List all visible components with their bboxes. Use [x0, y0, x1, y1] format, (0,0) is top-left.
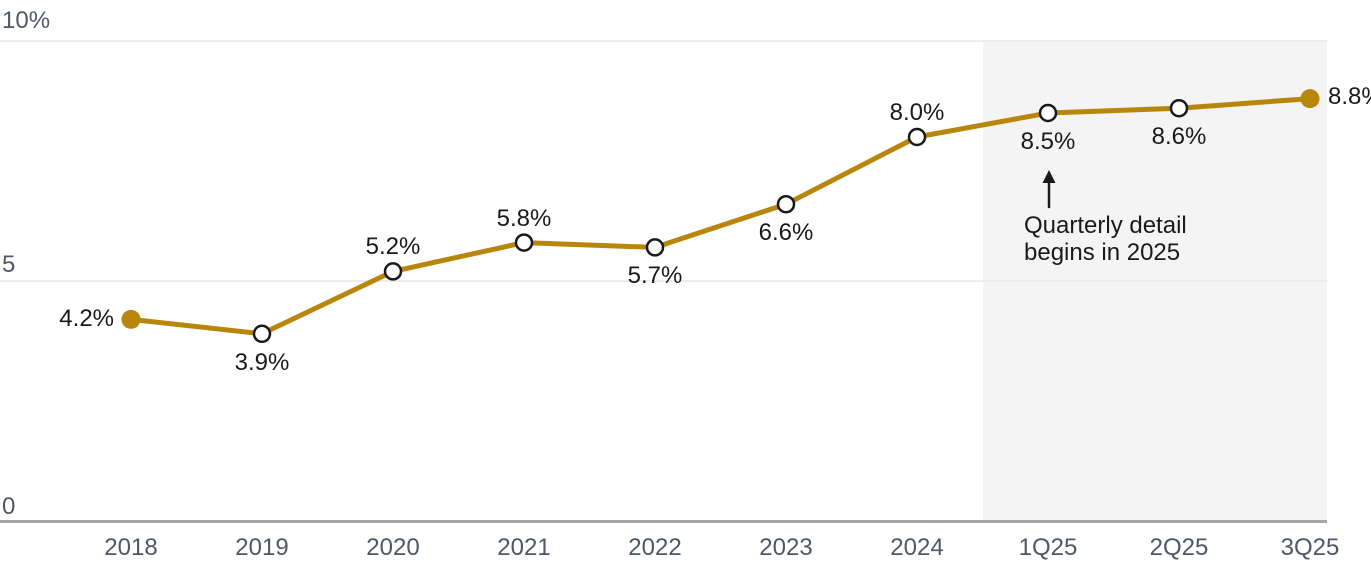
y-tick-0: 0: [2, 493, 16, 520]
data-point-2023: [776, 194, 796, 214]
x-tick-2023: 2023: [759, 534, 813, 561]
y-tick-5: 5: [2, 251, 16, 278]
x-tick-2024: 2024: [890, 534, 944, 561]
x-tick-2020: 2020: [366, 534, 420, 561]
x-axis-line: [0, 520, 1327, 523]
data-label-2024: 8.0%: [889, 99, 945, 126]
up-arrow-icon: [1042, 170, 1056, 209]
data-point-2022: [645, 238, 665, 257]
x-tick-2021: 2021: [497, 534, 551, 561]
x-tick-2022: 2022: [628, 534, 682, 561]
data-point-2Q25: [1169, 98, 1189, 118]
data-point-3Q25: [1300, 89, 1320, 109]
series-line: [128, 96, 1313, 337]
gridline-5pct: [0, 280, 1327, 282]
x-tick-2Q25: 2Q25: [1149, 534, 1209, 561]
data-label-3Q25: 8.8%: [1328, 82, 1371, 110]
data-label-2023: 6.6%: [758, 219, 814, 247]
data-label-2019: 3.9%: [234, 348, 290, 376]
data-point-2024: [907, 127, 927, 147]
data-label-2021: 5.8%: [496, 204, 552, 232]
x-tick-3Q25: 3Q25: [1280, 534, 1340, 561]
annotation-line-2: begins in 2025: [1024, 238, 1181, 266]
data-point-2020: [383, 262, 403, 281]
data-label-2018: 4.2%: [59, 305, 114, 333]
x-tick-2018: 2018: [104, 534, 158, 561]
data-label-2Q25: 8.6%: [1151, 123, 1207, 151]
data-point-2018: [121, 309, 141, 329]
data-label-2020: 5.2%: [365, 233, 421, 261]
gridline-10pct: [0, 40, 1327, 42]
data-point-2021: [514, 233, 534, 252]
data-point-1Q25: [1038, 103, 1058, 123]
x-tick-1Q25: 1Q25: [1018, 534, 1078, 561]
x-tick-2019: 2019: [235, 534, 289, 561]
y-tick-10: 10%: [2, 7, 51, 34]
annotation-text: Quarterly detail begins in 2025: [1024, 212, 1187, 266]
data-point-2019: [252, 324, 272, 344]
data-label-2022: 5.7%: [627, 262, 683, 290]
data-label-1Q25: 8.5%: [1020, 128, 1076, 155]
annotation-line-1: Quarterly detail: [1024, 212, 1187, 239]
